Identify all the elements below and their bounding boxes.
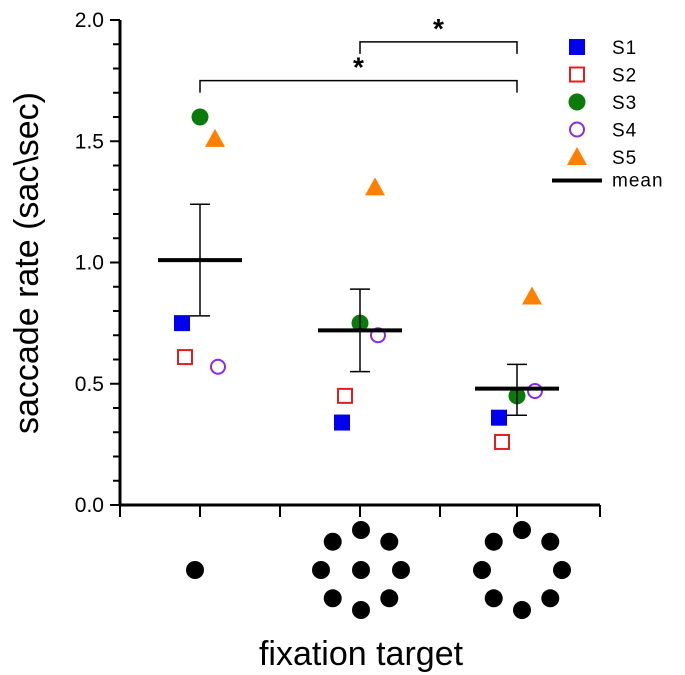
y-tick-label: 0.5: [75, 373, 104, 396]
y-tick-label: 1.0: [75, 252, 104, 275]
point-s4: [527, 383, 543, 400]
significance-brackets: **: [199, 13, 518, 93]
significance-star: *: [353, 52, 364, 83]
ring-pattern-dot-icon: [484, 532, 503, 551]
mean-markers: [158, 203, 559, 417]
legend-label-s2: S2: [612, 66, 637, 87]
point-s2: [337, 387, 353, 404]
point-s4: [210, 358, 226, 375]
y-tick-label: 1.5: [75, 130, 104, 153]
ring-pattern-dot-icon: [513, 521, 531, 539]
y-tick-label: 2.0: [75, 9, 104, 32]
filled-pattern-dot-icon: [352, 601, 370, 619]
filled-pattern-dot-icon: [392, 561, 410, 579]
y-tick-label: 0.0: [75, 494, 104, 517]
point-s5: [205, 128, 225, 147]
legend-label-s4: S4: [612, 121, 637, 142]
point-s2: [494, 433, 510, 450]
legend-marker-s2: [569, 66, 585, 83]
point-s5: [365, 177, 385, 196]
point-s4: [370, 327, 386, 344]
legend-label-s5: S5: [612, 148, 637, 169]
legend-label-mean: mean: [612, 171, 664, 192]
x-axis-title: fixation target: [259, 635, 464, 673]
legend-marker-s5: [567, 147, 587, 165]
ring-pattern-dot-icon: [553, 561, 571, 579]
y-axis-title: saccade rate (sac\sec): [8, 92, 46, 434]
single-dot-target-icon: [186, 561, 204, 579]
point-s1: [491, 409, 507, 426]
legend-label-s3: S3: [612, 93, 637, 114]
legend-marker-s3: [568, 93, 586, 111]
ring-pattern-dot-icon: [473, 561, 491, 579]
y-axis-ticks: 0.0 0.5 1.0 1.5 2.0: [75, 9, 120, 517]
point-s1: [334, 414, 350, 431]
ring-pattern-dot-icon: [513, 601, 531, 619]
fixation-target-icons: [186, 521, 571, 619]
ring-pattern-dot-icon: [484, 589, 503, 608]
significance-star: *: [433, 13, 444, 44]
filled-pattern-dot-icon: [380, 589, 399, 608]
legend-label-s1: S1: [612, 38, 637, 59]
legend-marker-s4: [569, 121, 585, 138]
filled-pattern-dot-icon: [352, 521, 370, 539]
filled-pattern-dot-icon: [323, 589, 342, 608]
data-points: [174, 108, 543, 450]
significance-bracket: [199, 79, 518, 93]
point-s5: [522, 286, 542, 305]
point-s1: [174, 315, 190, 332]
filled-pattern-dot-icon: [312, 561, 330, 579]
legend-marker-s1: [569, 39, 585, 55]
filled-pattern-dot-icon: [323, 532, 342, 551]
filled-pattern-center-dot-icon: [352, 561, 370, 579]
filled-pattern-dot-icon: [380, 532, 399, 551]
point-s3: [191, 108, 209, 126]
significance-bracket: [359, 41, 518, 54]
ring-pattern-dot-icon: [541, 532, 560, 551]
axes: [118, 20, 601, 517]
point-s2: [177, 349, 193, 366]
ring-pattern-dot-icon: [541, 589, 560, 608]
